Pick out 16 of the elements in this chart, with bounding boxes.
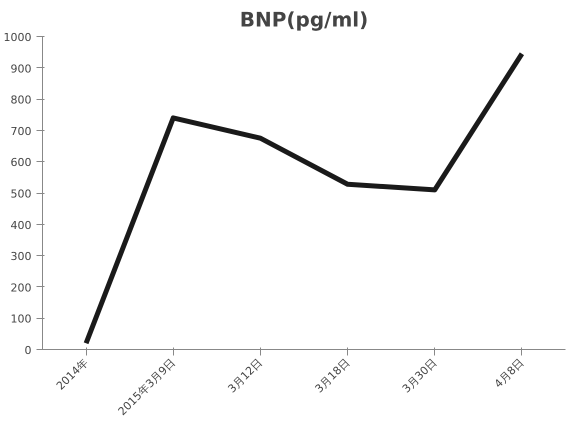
y-tick-label: 400: [10, 218, 32, 232]
x-tick-label: 4月8日: [492, 356, 527, 391]
y-tick-label: 100: [10, 312, 32, 326]
y-tick-label: 0: [24, 344, 32, 357]
x-tick-label: 3月12日: [225, 356, 266, 396]
y-tick-label: 1000: [4, 31, 32, 44]
y-tick-label: 200: [10, 281, 32, 294]
y-tick-label: 600: [10, 156, 32, 170]
x-tick-label: 3月18日: [312, 356, 352, 396]
chart-title: BNP(pg/ml): [240, 8, 368, 32]
y-tick-label: 500: [10, 188, 32, 200]
y-tick-label: 700: [10, 124, 32, 138]
y-tick-label: 300: [10, 250, 32, 264]
y-tick-label: 900: [10, 62, 32, 76]
x-tick-label: 3月30日: [400, 356, 440, 396]
y-tick-label: 800: [10, 94, 32, 107]
